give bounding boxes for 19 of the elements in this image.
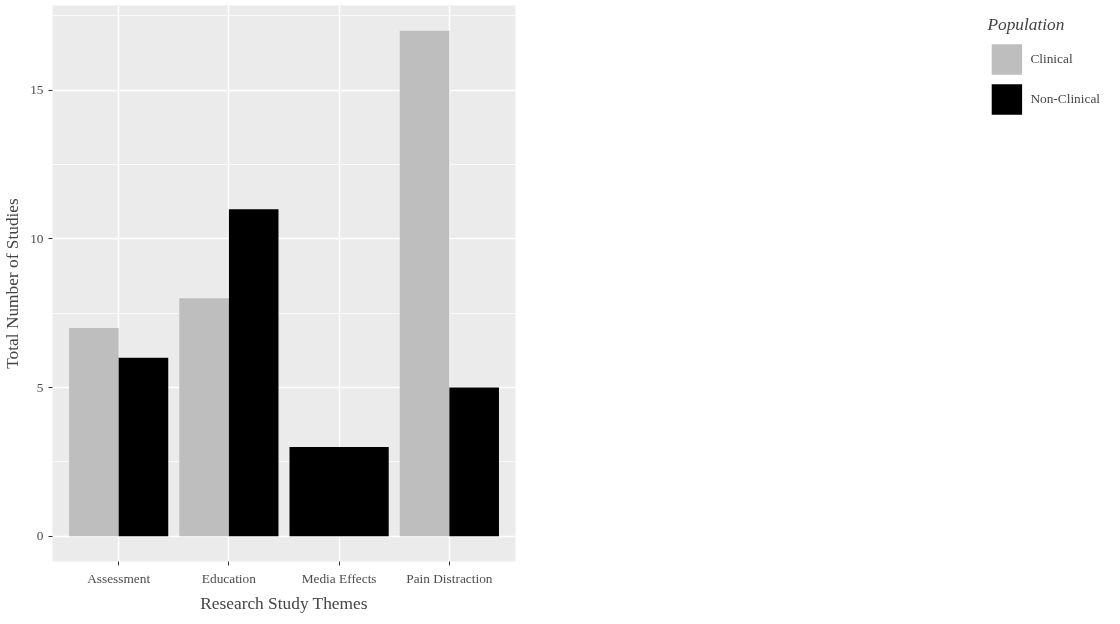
x-axis-title: Research Study Themes <box>200 593 368 613</box>
x-tick-label: Assessment <box>87 570 151 586</box>
legend-label: Clinical <box>1030 51 1073 67</box>
bar <box>118 357 169 537</box>
bar <box>179 298 229 537</box>
y-tick-label: 5 <box>36 379 44 395</box>
y-tick-label: 0 <box>36 528 44 544</box>
x-tick-label: Media Effects <box>301 570 377 586</box>
legend-label: Non-Clinical <box>1030 91 1100 107</box>
bar <box>449 387 499 537</box>
bar <box>228 209 279 537</box>
y-axis-title: Total Number of Studies <box>3 197 23 369</box>
bar <box>399 30 450 537</box>
y-tick-label: 15 <box>30 82 44 98</box>
x-tick-label: Pain Distraction <box>406 570 493 586</box>
legend-title: Population <box>987 15 1066 35</box>
y-tick-label: 10 <box>30 230 44 246</box>
x-tick-label: Education <box>201 570 257 586</box>
bar <box>69 328 119 537</box>
